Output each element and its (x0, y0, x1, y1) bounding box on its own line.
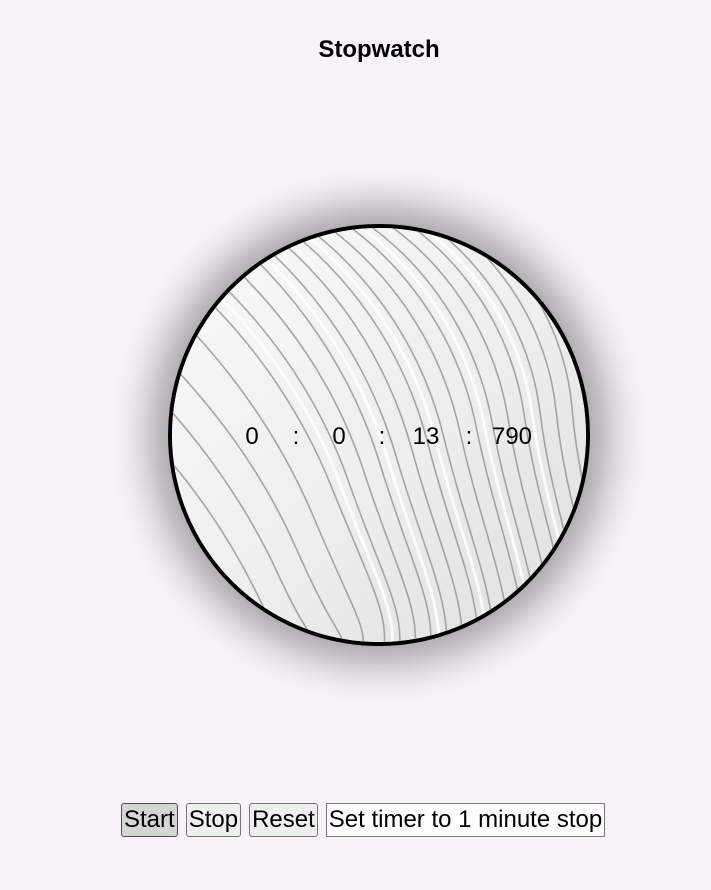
time-display: 0 : 0 : 13 : 790 (172, 423, 586, 453)
set-timer-button[interactable]: Set timer to 1 minute stop (325, 803, 606, 837)
milliseconds-value: 790 (491, 423, 533, 450)
stopwatch-dial-container: 0 : 0 : 13 : 790 (168, 224, 590, 646)
time-separator: : (465, 423, 473, 450)
page-title: Stopwatch (318, 36, 440, 63)
stopwatch-dial: 0 : 0 : 13 : 790 (168, 224, 590, 646)
stop-button[interactable]: Stop (185, 803, 242, 837)
reset-button[interactable]: Reset (249, 803, 318, 837)
minutes-value: 0 (332, 423, 346, 450)
stopwatch-controls: Start Stop Reset Set timer to 1 minute s… (121, 803, 606, 837)
time-separator: : (378, 423, 386, 450)
start-button[interactable]: Start (121, 803, 178, 837)
wave-pattern-background (172, 228, 586, 642)
time-separator: : (292, 423, 300, 450)
seconds-value: 13 (412, 423, 440, 450)
hours-value: 0 (245, 423, 259, 450)
